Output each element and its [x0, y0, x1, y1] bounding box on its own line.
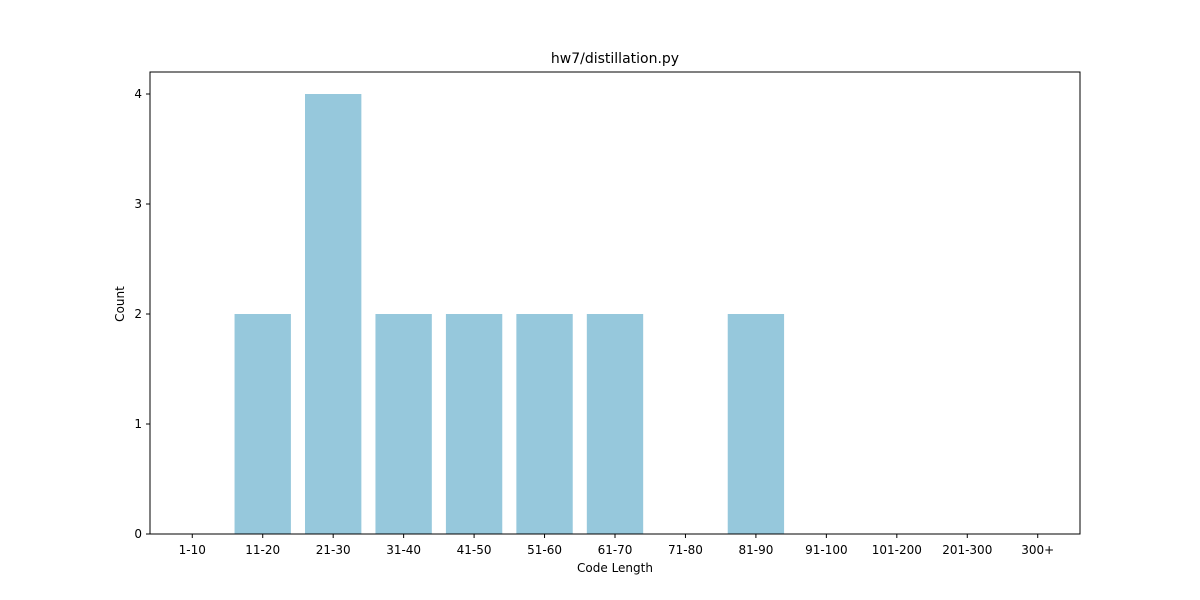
y-tick-label: 1	[134, 417, 142, 431]
chart-title: hw7/distillation.py	[551, 51, 679, 67]
bar-61-70	[586, 314, 644, 534]
y-tick-label: 3	[134, 197, 142, 211]
x-tick-label: 31-40	[386, 543, 421, 557]
y-tick-label: 2	[134, 307, 142, 321]
x-axis-label: Code Length	[577, 561, 653, 575]
bars-layer	[234, 94, 785, 534]
x-tick-label: 51-60	[527, 543, 562, 557]
y-axis-label: Count	[113, 286, 127, 322]
bar-11-20	[234, 314, 291, 534]
x-tick-label: 300+	[1021, 543, 1054, 557]
x-tick-label: 61-70	[598, 543, 633, 557]
x-tick-label: 11-20	[245, 543, 280, 557]
bar-31-40	[375, 314, 432, 534]
x-tick-label: 41-50	[457, 543, 492, 557]
x-tick-label: 101-200	[872, 543, 922, 557]
x-tick-label: 71-80	[668, 543, 703, 557]
x-tick-label: 201-300	[942, 543, 992, 557]
bar-41-50	[445, 314, 503, 534]
ticks-layer: 1-10 11-20 21-30 31-40 41-50 51-60 61-70 71-80 8…	[134, 87, 1054, 557]
y-tick-label: 0	[134, 527, 142, 541]
y-tick-label: 4	[134, 87, 142, 101]
bar-51-60	[516, 314, 573, 534]
x-tick-label: 1-10	[179, 543, 206, 557]
plot-frame	[149, 71, 1081, 535]
x-tick-label: 21-30	[316, 543, 351, 557]
x-tick-label: 91-100	[805, 543, 848, 557]
bar-21-30	[305, 94, 362, 534]
x-tick-label: 81-90	[738, 543, 773, 557]
bar-81-90	[727, 314, 785, 534]
